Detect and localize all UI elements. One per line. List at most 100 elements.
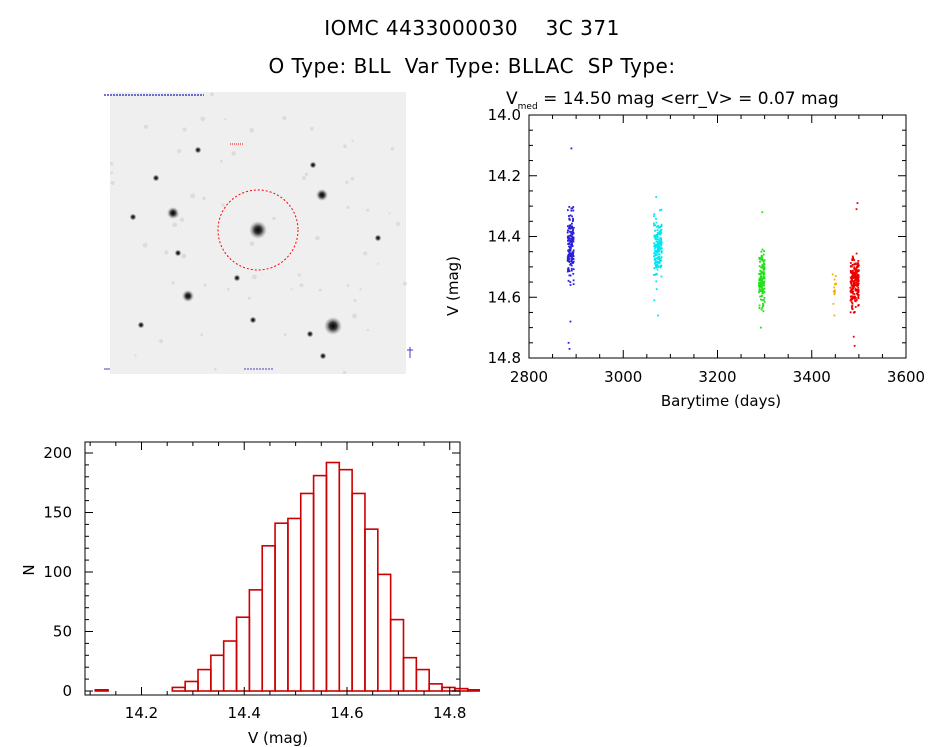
light-curve-point [763,291,766,293]
finder-noise [164,250,169,255]
light-curve-point [832,290,835,293]
finder-noise [377,262,380,265]
light-curve-point [759,279,762,282]
light-curve-point [760,270,763,273]
finder-star [249,316,257,324]
light-curve-point [834,289,836,292]
light-curve-point [850,282,853,285]
histogram-ytick-label: 100 [43,563,72,581]
light-curve-xlabel: Barytime (days) [661,392,781,410]
finder-noise [301,176,306,180]
finder-star [233,274,241,282]
light-curve-point [855,273,858,275]
light-curve-point [763,250,766,253]
light-curve-point [572,231,575,234]
light-curve-point [762,292,764,294]
light-curve-point [854,262,857,265]
light-curve-point [854,283,857,286]
histogram-xlabel: V (mag) [248,729,308,747]
light-curve-point [857,282,860,285]
light-curve-point [853,281,856,283]
light-curve-point [833,293,836,296]
finder-noise [177,148,182,154]
light-curve-point [857,276,860,279]
light-curve-point [761,277,764,280]
light-curve-point [853,276,856,279]
finder-chart-image [104,92,413,374]
light-curve-point [763,296,766,299]
light-curve-point [571,239,574,242]
light-curve-point [761,306,764,309]
finder-noise [249,241,255,247]
light-curve-point [567,279,570,282]
light-curve-point [654,254,656,257]
light-curve-point [851,279,854,282]
light-curve-point [762,267,765,270]
light-curve-point [851,288,853,291]
finder-noise [297,273,301,277]
light-curve-point [567,267,570,269]
light-curve-point [660,237,662,240]
finder-noise [299,283,304,288]
light-curve-point [762,299,765,301]
light-curve-point [658,242,661,245]
light-curve-point [572,238,575,241]
light-curve-point [655,265,657,268]
light-curve-point [660,240,663,243]
light-curve-point [660,223,663,226]
histogram-plot: V (mag) N 14.2 14.4 14.6 14.8 0 50 100 150 200 [20,441,480,747]
finder-noise [171,281,175,285]
light-curve-point [570,241,573,243]
finder-noise [343,144,347,149]
finder-star [306,330,314,338]
light-curve-point [656,262,659,265]
light-curve-point [654,229,656,232]
light-curve-point [760,308,763,311]
light-curve-point [572,279,575,282]
light-curve-point [761,283,764,285]
light-curve-point [856,293,859,296]
finder-noise [134,354,137,357]
light-curve-point [852,274,855,277]
finder-noise [342,370,347,374]
light-curve-point [852,271,854,274]
light-curve-point [569,320,572,323]
light-curve-point [659,260,661,262]
light-curve-point [570,209,573,212]
light-curve-point [759,283,762,286]
light-curve-point [570,207,573,210]
light-curve-xtick-label: 3600 [887,368,925,386]
light-curve-point [655,221,658,224]
light-curve-point [571,207,574,210]
light-curve-point [569,255,571,258]
light-curve-ytick-label: 14.0 [488,106,521,124]
light-curve-point [656,268,659,271]
light-curve-point [653,242,656,245]
histogram-ytick-label: 50 [53,623,72,641]
light-curve-ytick-label: 14.2 [488,167,521,185]
light-curve-point [656,238,659,241]
light-curve-point [851,285,854,288]
light-curve-point [759,290,762,292]
histogram-bar [261,545,276,692]
light-curve-point [763,282,765,285]
light-curve-point [568,239,570,241]
light-curve-point [854,299,856,302]
light-curve-point [655,288,658,291]
light-curve-point [655,266,658,269]
finder-noise [247,296,251,300]
light-curve-point [567,268,570,271]
light-curve-point [572,240,575,243]
light-curve-point [857,264,860,267]
light-curve-point [849,271,852,274]
light-curve-point [857,270,860,273]
light-curve-point [568,242,570,245]
light-curve-point [760,275,762,278]
finder-noise [315,235,320,241]
finder-star [316,189,328,201]
light-curve-point [660,230,662,233]
light-curve-point [849,286,852,289]
finder-noise [352,313,358,319]
light-curve-point [856,202,859,204]
finder-noise [179,217,185,223]
